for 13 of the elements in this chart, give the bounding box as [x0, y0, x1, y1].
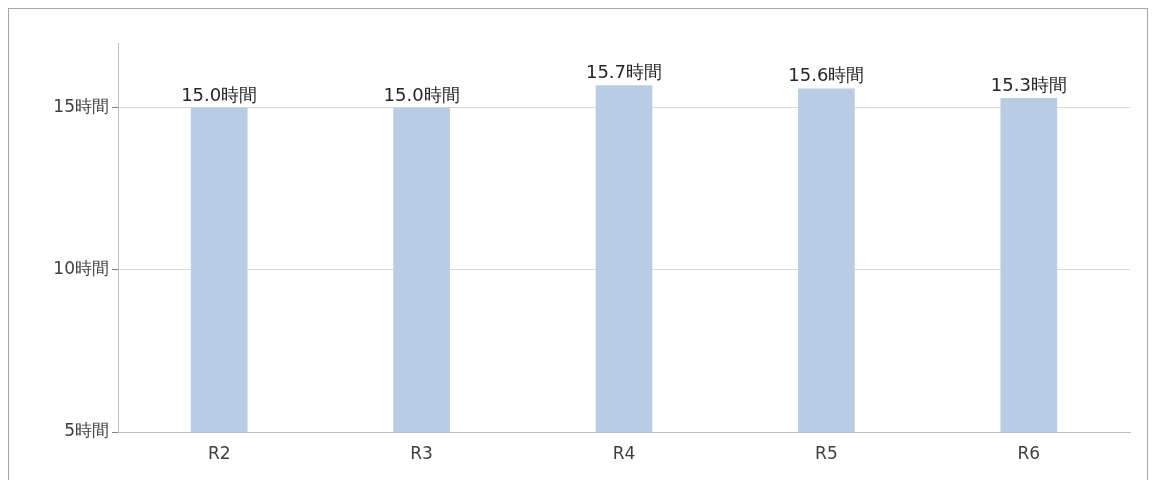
x-tick-label: R2 [207, 442, 231, 463]
x-tick-label: R4 [612, 442, 636, 463]
y-tick-label: 5時間 [64, 420, 109, 441]
data-label: 15.0時間 [383, 83, 460, 105]
data-label: 15.6時間 [788, 64, 865, 86]
x-tick-label: R5 [815, 442, 838, 463]
data-label: 15.7時間 [585, 60, 663, 82]
x-tick-label: R6 [1017, 442, 1041, 463]
data-label: 15.3時間 [990, 73, 1067, 95]
y-tick-label: 15時間 [53, 96, 109, 117]
data-label: 15.0時間 [181, 83, 258, 105]
y-tick-label: 10時間 [53, 258, 109, 279]
x-tick-label: R3 [410, 442, 433, 463]
